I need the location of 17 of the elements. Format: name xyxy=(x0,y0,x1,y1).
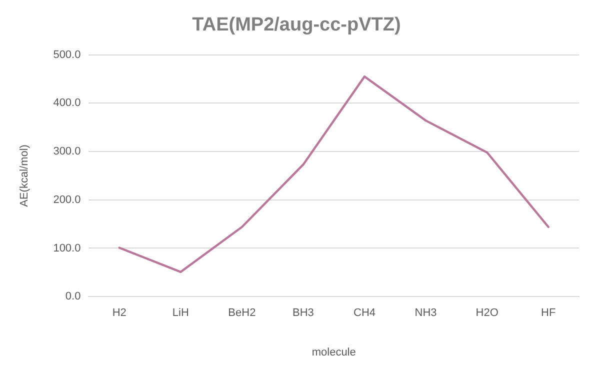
x-axis-title: molecule xyxy=(312,346,356,358)
x-tick-label: H2O xyxy=(476,307,499,320)
y-axis-title: AE(kcal/mol) xyxy=(18,144,31,207)
x-tick-label: H2 xyxy=(112,307,126,320)
y-tick-label: 200.0 xyxy=(53,194,81,206)
x-tick-label: CH4 xyxy=(354,307,376,320)
x-tick-label: BH3 xyxy=(292,307,314,320)
x-tick-label: NH3 xyxy=(414,307,437,320)
y-tick-label: 500.0 xyxy=(53,48,81,61)
y-tick-label: 0.0 xyxy=(65,290,81,303)
x-tick-label: BeH2 xyxy=(228,307,256,320)
y-tick-label: 300.0 xyxy=(53,146,81,158)
chart-title: TAE(MP2/aug-cc-pVTZ) xyxy=(192,14,401,36)
y-tick-label: 100.0 xyxy=(53,242,81,254)
y-tick-label: 400.0 xyxy=(53,97,81,110)
x-tick-label: LiH xyxy=(172,307,189,320)
x-tick-label: HF xyxy=(541,307,556,320)
